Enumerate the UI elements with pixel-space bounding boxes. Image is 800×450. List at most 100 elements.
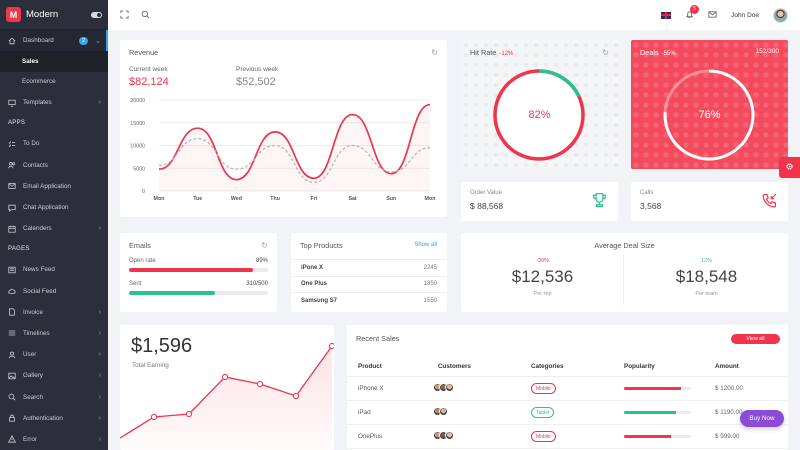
search-icon[interactable] xyxy=(141,10,150,21)
x-tick-label: Thu xyxy=(270,196,280,202)
category-badge: Tablet xyxy=(531,407,555,418)
calls-value: 3,568 xyxy=(640,201,662,211)
earning-point xyxy=(185,410,193,418)
list-item: Samsung S7 1550 xyxy=(291,292,447,309)
avatar[interactable] xyxy=(773,7,788,23)
notification-badge: 5 xyxy=(690,4,700,14)
deal-right-change: 12% xyxy=(700,258,712,264)
sidebar-item-templates[interactable]: Templates › xyxy=(0,92,108,113)
recent-sales-card: Recent Sales View all Product Customers … xyxy=(347,325,788,450)
y-tick-label: 5000 xyxy=(133,166,145,172)
customers-group xyxy=(433,383,454,392)
sidebar-item-user[interactable]: User › xyxy=(0,344,108,365)
sidebar-item-label: Chat Application xyxy=(23,204,69,212)
sent-label: Sent xyxy=(129,281,142,287)
sidebar-item-todo[interactable]: To Do xyxy=(0,133,108,154)
calls-label: Calls xyxy=(640,190,654,196)
sidebar-item-email[interactable]: Email Application xyxy=(0,176,108,197)
search-icon xyxy=(7,393,16,402)
sent-bar xyxy=(129,291,268,295)
settings-fab[interactable] xyxy=(779,157,800,178)
list-item: iPone X 2245 xyxy=(291,259,447,276)
newspaper-icon xyxy=(7,265,16,274)
order-value-label: Order Value xyxy=(470,190,502,196)
table-row[interactable]: OnePlus Mobile $ 999.00 xyxy=(347,425,788,449)
y-tick-label: 15000 xyxy=(130,121,145,127)
col-customers: Customers xyxy=(438,363,471,370)
sidebar-item-contacts[interactable]: Contacts xyxy=(0,155,108,176)
earning-point xyxy=(221,373,229,381)
language-flag-icon[interactable] xyxy=(661,11,672,19)
dashboard-badge: 2 xyxy=(79,36,89,45)
sidebar-toggle-icon[interactable] xyxy=(91,11,102,18)
product-value: 1550 xyxy=(423,297,437,304)
sidebar-item-invoice[interactable]: Invoice › xyxy=(0,302,108,323)
order-value-amount: $ 88,568 xyxy=(470,201,504,211)
trophy-icon xyxy=(591,192,608,211)
table-row[interactable]: iPhone X Mobile $ 1200.00 xyxy=(347,377,788,401)
user-name[interactable]: John Doe xyxy=(731,11,759,19)
table-row[interactable]: iPad Tablet $ 1190.00 xyxy=(347,401,788,425)
popularity-bar xyxy=(624,411,691,414)
sidebar-item-news-feed[interactable]: News Feed xyxy=(0,259,108,280)
amount-value: $ 1190.00 xyxy=(715,409,743,416)
show-all-link[interactable]: Show all xyxy=(414,242,437,248)
hit-rate-percent: 82% xyxy=(528,109,551,121)
x-tick-label: Tue xyxy=(193,196,202,202)
topbar: 5 John Doe xyxy=(108,0,800,30)
popularity-fill xyxy=(624,411,677,414)
sidebar-item-social-feed[interactable]: Social Feed xyxy=(0,281,108,302)
sidebar-item-authentication[interactable]: Authentication › xyxy=(0,408,108,429)
y-tick-label: 20000 xyxy=(130,98,145,104)
sidebar-item-label: Authentication xyxy=(23,414,63,422)
chevron-right-icon: › xyxy=(98,99,101,107)
notification-button[interactable]: 5 xyxy=(685,4,700,21)
calls-card: Calls 3,568 xyxy=(631,182,788,221)
sidebar-item-dashboard[interactable]: Dashboard 2 ⌄ xyxy=(0,30,108,52)
earning-point xyxy=(150,413,158,421)
x-tick-label: Mon xyxy=(425,196,436,202)
customers-group xyxy=(433,407,448,416)
product-name: iPhone X xyxy=(358,385,384,392)
emails-card: Emails ↻ Open rate 89% Sent 310/500 xyxy=(120,233,277,312)
hit-rate-title: Hit Rate xyxy=(470,48,497,57)
product-value: 2245 xyxy=(423,264,437,271)
brand-logo[interactable]: M xyxy=(6,7,21,22)
sidebar-item-gallery[interactable]: Gallery › xyxy=(0,365,108,386)
earning-sparkline xyxy=(120,342,334,450)
fullscreen-icon[interactable] xyxy=(120,9,129,21)
amount-value: $ 999.00 xyxy=(715,433,740,440)
chevron-right-icon: › xyxy=(98,435,101,443)
product-name: OnePlus xyxy=(358,433,383,440)
sidebar-sub-sales[interactable]: Sales xyxy=(0,51,108,72)
popularity-bar xyxy=(624,435,691,438)
col-product: Product xyxy=(358,363,382,370)
mail-icon[interactable] xyxy=(708,10,717,21)
view-all-button[interactable]: View all xyxy=(731,334,780,344)
refresh-icon[interactable]: ↻ xyxy=(602,48,609,57)
table-header: Product Customers Categories Popularity … xyxy=(347,356,788,377)
sidebar-item-calenders[interactable]: Calenders › xyxy=(0,218,108,239)
col-popularity: Popularity xyxy=(624,363,655,370)
sidebar-item-timelines[interactable]: Timelines › xyxy=(0,323,108,344)
earning-area xyxy=(120,346,332,450)
sidebar-item-label: Invoice xyxy=(23,308,43,316)
deals-header: Deals -55% xyxy=(640,48,676,57)
category-badge: Mobile xyxy=(531,383,556,394)
buy-now-button[interactable]: Buy Now xyxy=(740,410,784,427)
hit-rate-gauge xyxy=(493,69,585,161)
sidebar-sub-ecommerce[interactable]: Ecommerce xyxy=(22,78,56,86)
customer-avatar xyxy=(445,383,454,392)
section-pages: PAGES xyxy=(8,246,30,253)
chevron-right-icon: › xyxy=(98,351,101,359)
sidebar: M Modern Dashboard 2 ⌄ Sales Ecommerce T… xyxy=(0,0,108,450)
sidebar-item-label: Search xyxy=(23,393,43,401)
refresh-icon[interactable]: ↻ xyxy=(431,48,438,57)
refresh-icon[interactable]: ↻ xyxy=(261,241,268,250)
sidebar-item-error[interactable]: Error › xyxy=(0,429,108,450)
chevron-right-icon: › xyxy=(98,414,101,422)
chevron-right-icon: › xyxy=(98,372,101,380)
sidebar-item-chat[interactable]: Chat Application xyxy=(0,197,108,218)
sidebar-item-search[interactable]: Search › xyxy=(0,386,108,407)
deals-count: 152/300 xyxy=(755,48,780,55)
